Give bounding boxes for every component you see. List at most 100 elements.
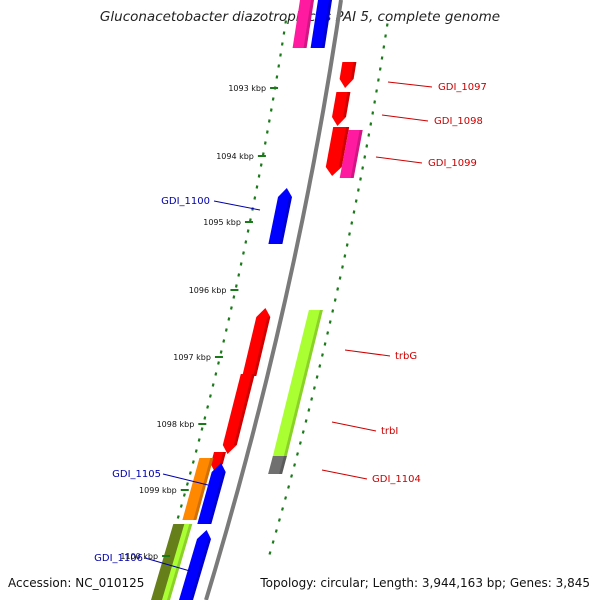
gene-gdi-1106	[179, 530, 211, 600]
kbp-tick-label: 1099 kbp	[139, 486, 177, 495]
left-track-dot	[206, 405, 210, 409]
right-track-dot	[271, 540, 275, 544]
left-track-dot	[194, 449, 198, 453]
right-track-dot	[284, 496, 288, 500]
right-track-dot	[348, 232, 351, 236]
kbp-tick-label: 1098 kbp	[157, 420, 195, 429]
right-track-dot	[350, 221, 354, 225]
right-track-dot	[345, 243, 349, 247]
gene-label: GDI_1105	[112, 469, 161, 480]
right-track-dot	[326, 331, 330, 335]
gene-blue-1105	[197, 463, 226, 524]
gene-magenta-top	[292, 0, 314, 48]
left-track-dot	[217, 361, 220, 365]
gene-blue-top	[310, 0, 332, 48]
gene-red-reverse-2	[222, 374, 255, 454]
tick-dots	[154, 20, 389, 596]
right-track-dot	[357, 188, 360, 192]
gene-label: GDI_1106	[94, 553, 143, 564]
left-track-dot	[214, 372, 218, 376]
left-track-dot	[219, 350, 223, 354]
kbp-scale: 1093 kbp 1094 kbp 1095 kbp 1096 kbp 1097 kbp…	[120, 84, 279, 561]
gene-label-leader	[162, 473, 209, 486]
right-track-dot	[312, 386, 316, 390]
right-track-dot	[274, 529, 278, 533]
right-track-dot	[301, 430, 305, 434]
gene-label: GDI_1099	[428, 158, 477, 169]
gene-red-1099-shade	[338, 127, 350, 167]
right-track-dot	[371, 111, 375, 115]
right-track-dot	[377, 78, 380, 82]
gene-label-leader	[213, 200, 261, 211]
gene-blue-1105-shade	[208, 472, 226, 524]
right-track-dot	[318, 364, 322, 368]
right-track-dot	[341, 265, 344, 269]
left-track-dot	[188, 471, 192, 475]
right-track-dot	[293, 463, 297, 467]
right-track-dot	[331, 309, 335, 313]
right-track-dot	[323, 342, 327, 346]
gene-gdi-1106-shade	[190, 539, 211, 600]
left-track-dot	[200, 427, 204, 431]
gene-trbi-shade	[282, 310, 323, 460]
gene-label-leader	[331, 421, 377, 432]
right-track-dot	[354, 199, 358, 203]
left-track-dot	[208, 394, 212, 398]
left-track-dot	[269, 108, 273, 112]
right-track-dot	[361, 166, 365, 170]
kbp-tick-label: 1096 kbp	[189, 286, 227, 295]
gene-red-reverse-2-shade	[233, 374, 255, 445]
left-track-dot	[271, 97, 275, 101]
gene-label: GDI_1104	[372, 474, 421, 485]
left-track-dot	[255, 185, 259, 189]
gene-label: trbI	[381, 426, 398, 437]
gene-red-reverse-1	[242, 308, 271, 376]
left-track-dot	[182, 493, 186, 497]
gene-gdi-1100-shade	[279, 197, 292, 244]
left-track-dot	[179, 504, 183, 508]
right-track-dot	[338, 276, 342, 280]
gene-trbi	[271, 310, 323, 460]
accession-text: Accession: NC_010125	[8, 576, 145, 590]
left-track-dot	[253, 196, 257, 200]
right-track-dot	[321, 353, 324, 357]
right-track-dot	[352, 210, 356, 214]
left-track-dot	[224, 328, 228, 332]
left-track-dot	[203, 416, 207, 420]
gene-olive-bottom	[151, 524, 188, 600]
gene-gdi-1100	[268, 188, 292, 244]
gene-red-reverse-3	[210, 452, 226, 472]
right-track-dot	[315, 375, 319, 379]
gene-label: GDI_1100	[161, 196, 210, 207]
gene-red-reverse-3-shade	[219, 452, 226, 464]
left-track-dot	[229, 306, 233, 310]
right-track-dot	[375, 89, 378, 93]
right-track-dot	[307, 408, 311, 412]
left-track-dot	[246, 229, 250, 233]
right-track-dot	[281, 507, 284, 511]
gene-gdi-1099-shade	[350, 130, 363, 178]
right-track-dot	[359, 177, 362, 181]
left-track-dot	[259, 163, 263, 167]
topology-text: Topology: circular; Length: 3,944,163 bp…	[260, 576, 590, 590]
gene-labels: GDI_1097 GDI_1098 GDI_1099 GDI_1100 trbG trbI…	[94, 81, 487, 572]
left-track-dot	[176, 515, 180, 519]
left-track-dot	[197, 438, 201, 442]
gene-gdi-1097	[339, 62, 357, 88]
gene-label: trbG	[395, 351, 417, 362]
right-track-dot	[290, 474, 294, 478]
left-track-dot	[191, 460, 195, 464]
right-track-dot	[343, 254, 347, 258]
backbone-line	[204, 0, 343, 600]
right-track-dot	[298, 441, 302, 445]
gene-label-leader	[344, 349, 391, 357]
left-track-dot	[244, 240, 248, 244]
kbp-tick-label: 1093 kbp	[228, 84, 266, 93]
right-track-dot	[296, 452, 299, 456]
right-track-dot	[365, 144, 369, 148]
gene-red-1099	[325, 127, 350, 176]
right-track-dot	[363, 155, 367, 159]
gene-magenta-top-shade	[303, 0, 314, 48]
gene-label-leader	[375, 156, 423, 164]
right-track-dot	[310, 397, 314, 401]
